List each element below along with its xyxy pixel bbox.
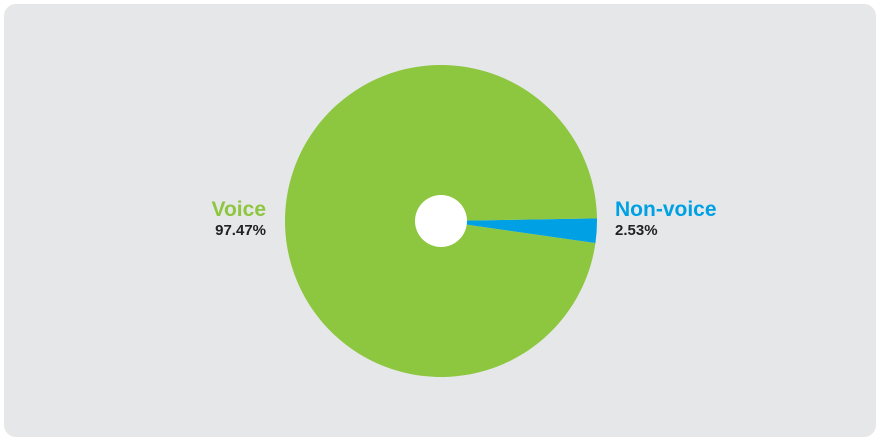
slice-value-non-voice: 2.53% xyxy=(615,222,658,239)
slice-value-voice: 97.47% xyxy=(215,222,266,239)
slice-label-voice: Voice 97.47% xyxy=(212,198,266,240)
pie-slice-non-voice xyxy=(441,218,598,244)
slice-label-non-voice: Non-voice 2.53% xyxy=(615,198,717,240)
pie-center-hole xyxy=(415,195,467,247)
slice-name-voice: Voice xyxy=(211,198,266,221)
slice-name-non-voice: Non-voice xyxy=(615,198,717,221)
